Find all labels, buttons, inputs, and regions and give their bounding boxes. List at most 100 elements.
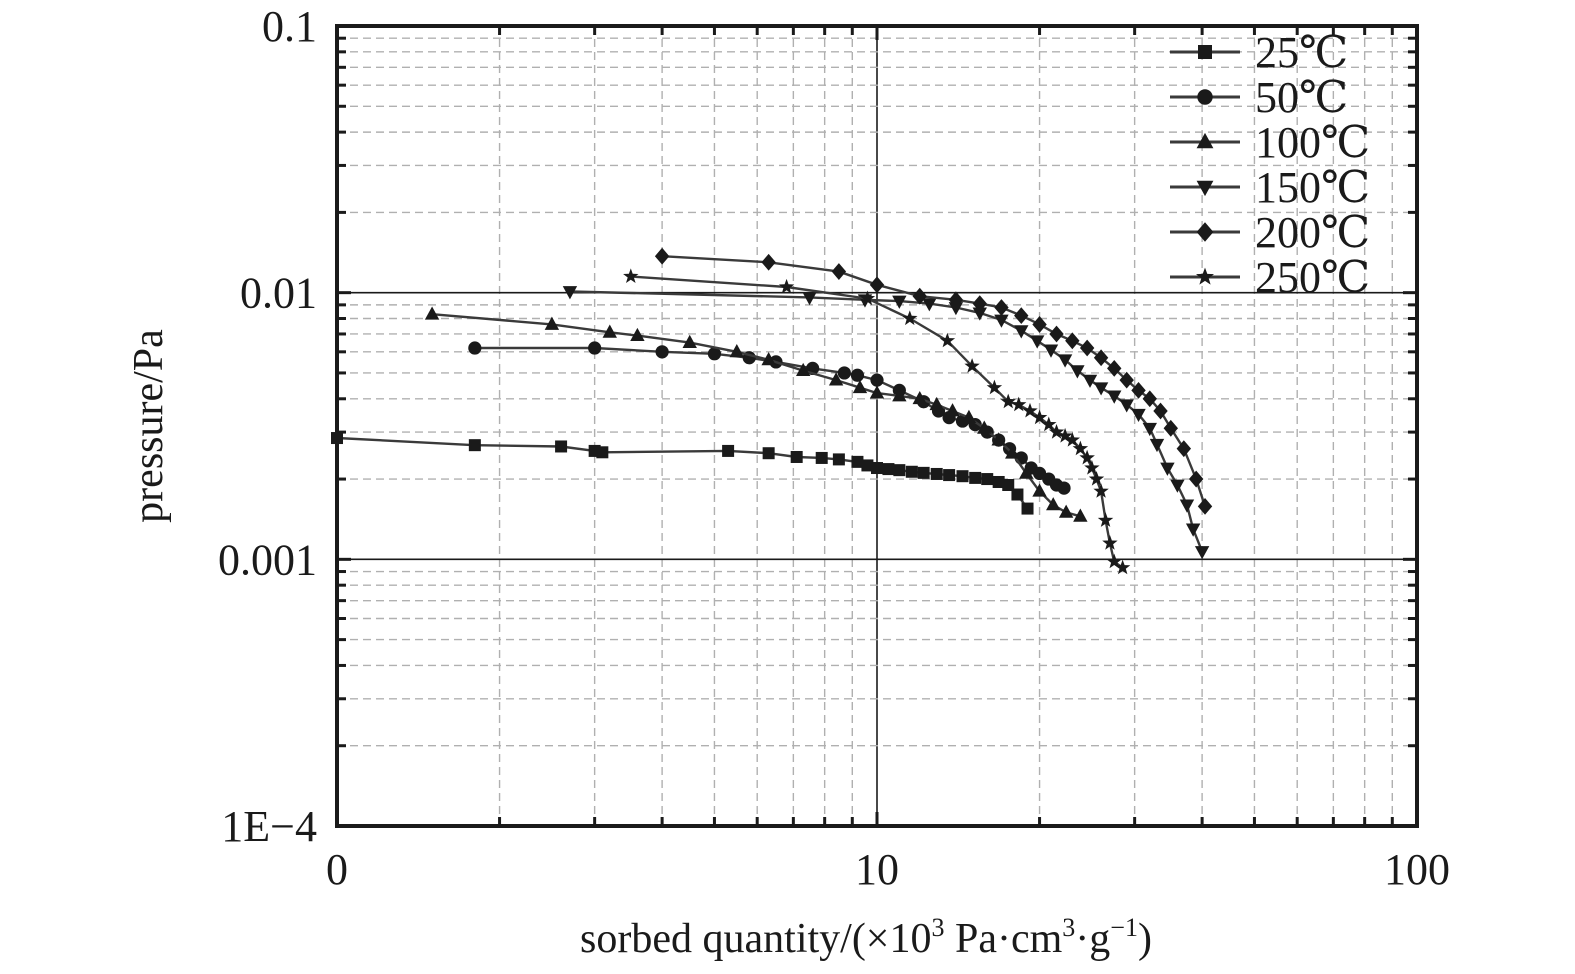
point-diamond [654, 247, 670, 265]
legend-item: 250℃ [1170, 253, 1370, 302]
point-square [468, 439, 481, 452]
x-axis-title-sup: −1 [1110, 913, 1138, 942]
point-triangle-down [948, 302, 964, 316]
point-triangle-down [802, 291, 817, 306]
point-triangle-up [929, 396, 944, 411]
point-circle [468, 341, 482, 355]
point-triangle-up [1019, 465, 1034, 479]
point-triangle-up [630, 327, 645, 342]
point-triangle-down [1142, 422, 1157, 437]
y-tick-label: 1E−4 [221, 802, 317, 851]
point-diamond [1188, 470, 1204, 488]
point-circle [707, 347, 722, 361]
x-axis-title-part: Pa·cm [945, 916, 1063, 962]
legend-item: 50℃ [1170, 73, 1348, 122]
point-square [893, 464, 906, 477]
x-axis-title-sup: 3 [1062, 913, 1075, 942]
point-square [930, 467, 943, 480]
point-circle [588, 341, 602, 355]
point-diamond [1197, 497, 1213, 515]
series-group [623, 268, 1131, 575]
point-star [1097, 512, 1114, 527]
point-circle [1197, 89, 1213, 105]
point-triangle-up [1073, 508, 1088, 522]
point-star [1000, 393, 1016, 409]
point-star [902, 310, 918, 326]
point-triangle-down [1179, 499, 1195, 513]
point-square [762, 447, 775, 460]
point-triangle-up [977, 420, 992, 434]
point-triangle-up [945, 403, 960, 417]
series-group [562, 286, 1210, 560]
point-triangle-down [1014, 325, 1029, 339]
point-triangle-up [828, 372, 844, 386]
point-diamond [912, 287, 927, 305]
point-square [871, 462, 883, 475]
series-line [569, 290, 1204, 552]
point-square [956, 470, 969, 483]
series-group [331, 247, 1213, 575]
point-triangle-up [1032, 483, 1047, 497]
point-diamond [972, 295, 987, 312]
point-square [790, 450, 803, 463]
point-star [964, 358, 980, 373]
y-axis-title: pressure/Pa [126, 329, 172, 523]
axis-ticks [335, 26, 1417, 828]
point-diamond [994, 299, 1009, 316]
series-group [331, 432, 1034, 515]
point-star [1031, 409, 1048, 425]
point-star [1079, 449, 1095, 465]
point-triangle-up [991, 432, 1006, 446]
point-diamond [1163, 419, 1178, 437]
x-tick-label: 10 [855, 845, 899, 894]
point-square [981, 473, 994, 486]
point-triangle-down [1160, 462, 1175, 476]
point-diamond [1079, 339, 1095, 357]
legend-item: 200℃ [1170, 208, 1370, 257]
point-square [1198, 45, 1212, 59]
point-triangle-up [682, 334, 697, 348]
series-group [424, 306, 1088, 522]
point-star [939, 332, 956, 348]
tick-labels: 0 10 100 0.1 0.01 0.001 1E−4 [218, 2, 1450, 894]
point-circle [870, 373, 884, 387]
point-square [1021, 502, 1034, 515]
point-square [1002, 478, 1015, 491]
point-triangle-down [922, 298, 937, 312]
point-star [1011, 396, 1027, 412]
x-axis-title-part: ) [1138, 916, 1152, 962]
x-axis-title-part: ·g [1075, 916, 1110, 962]
point-star [1106, 553, 1122, 569]
point-diamond [1119, 371, 1134, 389]
point-star [859, 290, 876, 306]
legend-item: 150℃ [1170, 163, 1370, 212]
point-triangle-up [729, 344, 744, 358]
point-star [778, 278, 795, 294]
point-diamond [869, 276, 885, 294]
point-square [943, 469, 956, 482]
legend-label: 100℃ [1255, 118, 1370, 167]
point-diamond [1014, 307, 1029, 325]
point-diamond [831, 263, 847, 280]
point-star [1048, 424, 1065, 439]
x-tick-label: 0 [326, 845, 348, 894]
point-triangle-down [1093, 382, 1109, 396]
legend-item: 25℃ [1170, 28, 1348, 77]
y-tick-label: 0.001 [218, 535, 317, 584]
point-star [1088, 471, 1105, 486]
point-star [1064, 432, 1080, 447]
point-triangle-down [1149, 438, 1165, 453]
series-group [654, 247, 1213, 515]
point-triangle-down [1029, 335, 1045, 349]
point-triangle-up [795, 362, 811, 377]
point-triangle-down [994, 314, 1009, 328]
point-diamond [1049, 325, 1064, 343]
point-triangle-down [1070, 365, 1085, 379]
point-star [1093, 483, 1109, 498]
point-star [1084, 459, 1100, 475]
series-line [431, 313, 1081, 518]
point-square [851, 455, 864, 468]
point-triangle-down [1196, 180, 1214, 197]
point-square [832, 453, 845, 466]
